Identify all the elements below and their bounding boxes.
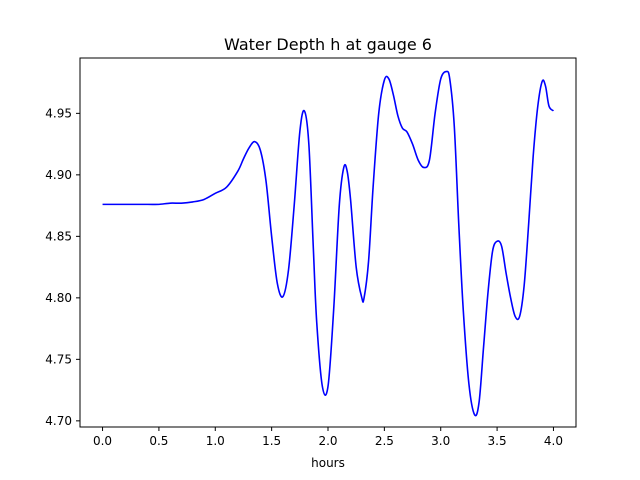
y-axis: 4.70 4.75 4.80 4.85 4.90 4.95	[45, 106, 80, 428]
y-tick-label: 4.85	[45, 229, 72, 243]
x-tick-label: 4.0	[544, 434, 563, 448]
x-axis-label: hours	[311, 456, 345, 470]
x-tick-label: 2.0	[318, 434, 337, 448]
x-tick-label: 3.0	[431, 434, 450, 448]
x-tick-label: 2.5	[375, 434, 394, 448]
x-tick-label: 0.0	[93, 434, 112, 448]
x-tick-label: 3.5	[488, 434, 507, 448]
x-tick-label: 1.5	[262, 434, 281, 448]
plot-area	[102, 70, 555, 417]
y-tick-label: 4.90	[45, 168, 72, 182]
chart-title: Water Depth h at gauge 6	[224, 35, 432, 54]
y-tick-label: 4.75	[45, 352, 72, 366]
x-axis: 0.0 0.5 1.0 1.5 2.0 2.5 3.0 3.5 4.0	[93, 427, 563, 448]
y-tick-label: 4.70	[45, 414, 72, 428]
y-tick-label: 4.95	[45, 106, 72, 120]
y-tick-label: 4.80	[45, 291, 72, 305]
x-tick-label: 0.5	[149, 434, 168, 448]
x-tick-label: 1.0	[206, 434, 225, 448]
axes-frame	[79, 57, 577, 428]
series-line	[102, 70, 555, 417]
